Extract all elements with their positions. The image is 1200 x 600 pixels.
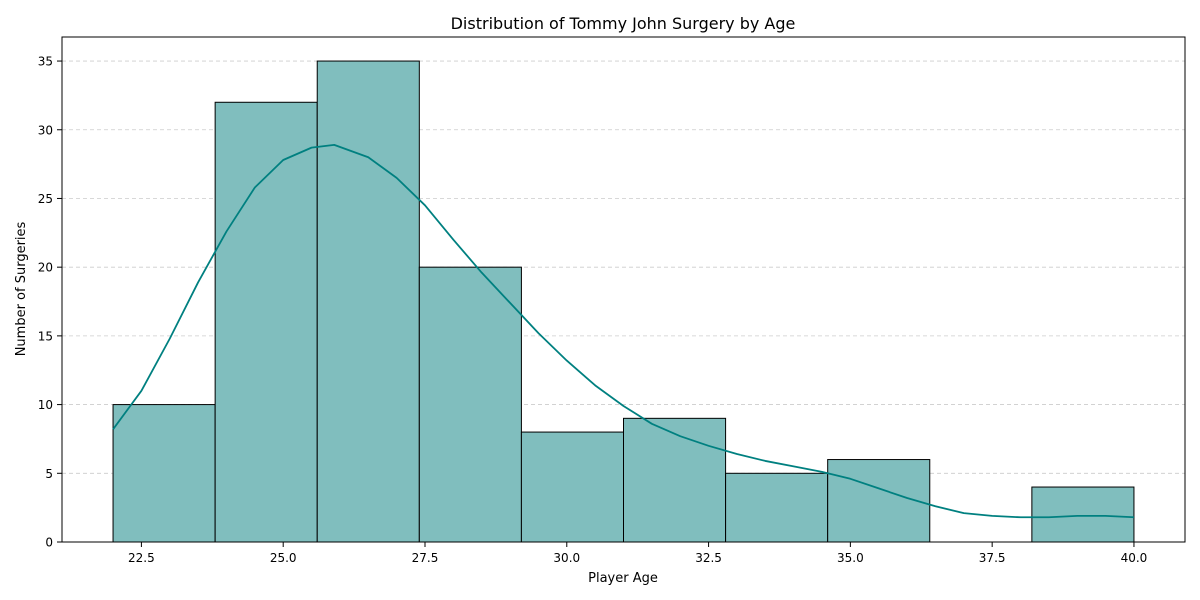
x-tick-label: 27.5: [412, 551, 439, 565]
x-tick-label: 32.5: [695, 551, 722, 565]
kde-line: [112, 143, 1134, 519]
y-tick-label: 25: [38, 192, 53, 206]
y-tick-label: 30: [38, 123, 53, 137]
histogram-bar: [214, 101, 318, 543]
x-tick-label: 40.0: [1121, 551, 1148, 565]
histogram-bar: [418, 266, 522, 543]
x-tick-label: 35.0: [837, 551, 864, 565]
y-tick-label: 20: [38, 261, 53, 275]
y-tick-label: 0: [45, 536, 53, 550]
y-axis-label: Number of Surgeries: [14, 221, 29, 356]
x-tick-label: 30.0: [553, 551, 580, 565]
kde-curve-group: [112, 143, 1134, 519]
histogram-bar: [725, 472, 829, 543]
y-tick-label: 5: [45, 467, 53, 481]
x-tick-label: 25.0: [270, 551, 297, 565]
y-tick-label: 35: [38, 55, 53, 69]
plot-frame: [61, 36, 1186, 543]
y-axis-ticks: 0 5 10 15 20 25 30 35: [38, 55, 62, 550]
x-axis-ticks: 22.5 25.0 27.5 30.0 32.5 35.0 37.5 40.0: [128, 542, 1147, 565]
histogram-bar: [316, 60, 420, 543]
histogram-bar: [520, 431, 625, 543]
chart-title: Distribution of Tommy John Surgery by Ag…: [451, 14, 796, 33]
x-axis-label: Player Age: [588, 571, 658, 586]
histogram-bar: [112, 404, 216, 543]
x-tick-label: 37.5: [979, 551, 1006, 565]
y-tick-label: 15: [38, 329, 53, 343]
histogram-bar: [623, 417, 727, 543]
histogram-bars: [112, 60, 1135, 543]
histogram-bar: [827, 459, 931, 543]
histogram-bar: [1031, 486, 1135, 543]
x-tick-label: 22.5: [128, 551, 155, 565]
y-tick-label: 10: [38, 398, 53, 412]
